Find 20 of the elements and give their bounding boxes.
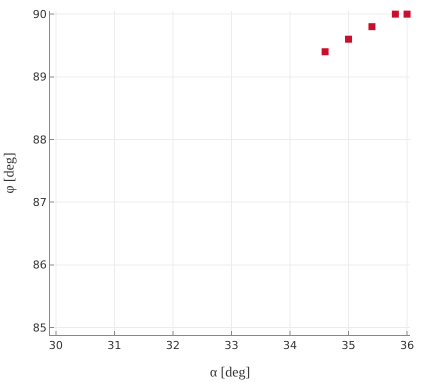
point: [392, 10, 399, 18]
x-tick-label: 33: [224, 339, 238, 352]
y-tick-label: 86: [32, 258, 47, 272]
y-tick-label: 87: [32, 196, 47, 209]
y-tick-label: 85: [32, 321, 47, 334]
x-tick-label: 30: [48, 339, 63, 352]
x-tick-label: 31: [107, 339, 122, 352]
x-axis-title: α [deg]: [210, 366, 250, 380]
point: [404, 10, 411, 18]
y-tick-label: 90: [32, 8, 47, 21]
x-tick-label: 34: [283, 339, 297, 352]
point: [368, 23, 376, 30]
y-tick-label: 89: [32, 70, 47, 84]
point: [345, 36, 352, 43]
point: [322, 48, 329, 56]
x-tick-label: 36: [400, 339, 414, 352]
x-tick-label: 32: [166, 339, 180, 352]
x-tick-label: 35: [342, 339, 356, 352]
y-axis-title: φ [deg]: [2, 152, 18, 194]
y-tick-label: 88: [32, 133, 47, 146]
